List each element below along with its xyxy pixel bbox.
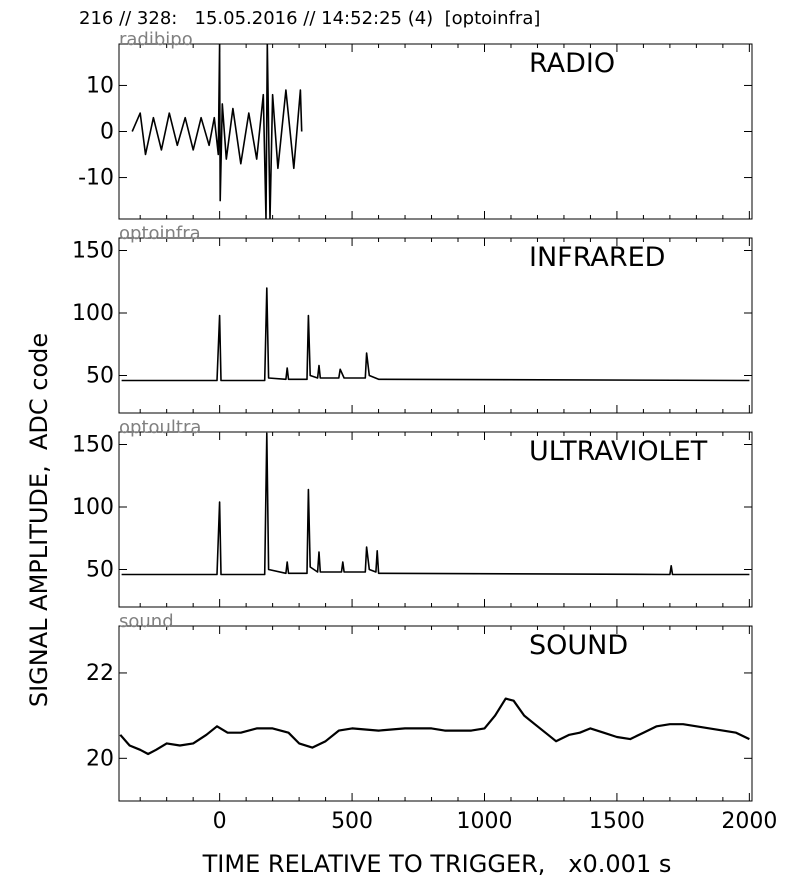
channel-label-optoultra: optoultra — [119, 417, 201, 438]
channel-label-radibipo: radibipo — [119, 29, 193, 50]
plot-frame-optoultra — [118, 431, 753, 608]
channel-label-optoinfra: optoinfra — [119, 223, 201, 244]
y-tick-label: 150 — [72, 239, 114, 264]
panel-title-sound: SOUND — [529, 630, 628, 661]
y-tick-label: 0 — [100, 120, 114, 145]
x-tick-label: 1500 — [589, 809, 645, 834]
y-tick-label: 22 — [86, 661, 114, 686]
y-axis-label: SIGNAL AMPLITUDE, ADC code — [25, 332, 53, 708]
series-line-optoinfra — [121, 287, 750, 382]
panel-title-ultraviolet: ULTRAVIOLET — [529, 436, 708, 467]
plot-frame-optoinfra — [118, 237, 753, 414]
series-line-sound — [119, 697, 750, 756]
series-line-optoultra — [121, 432, 750, 576]
y-tick-label: 20 — [86, 746, 114, 771]
y-tick-label: -10 — [78, 166, 114, 191]
y-tick-label: 100 — [72, 301, 114, 326]
plot-frame-radibipo — [118, 43, 753, 220]
x-tick-label: 500 — [331, 809, 373, 834]
y-tick-label: 150 — [72, 433, 114, 458]
panel-title-radio: RADIO — [529, 48, 615, 79]
figure-header-title: 216 // 328: 15.05.2016 // 14:52:25 (4) [… — [79, 8, 541, 29]
series-line-radibipo — [131, 44, 303, 219]
x-axis-label: TIME RELATIVE TO TRIGGER, x0.001 s — [202, 850, 672, 878]
y-tick-label: 10 — [86, 73, 114, 98]
x-tick-label: 2000 — [721, 809, 777, 834]
y-tick-label: 50 — [86, 364, 114, 389]
x-tick-label: 1000 — [456, 809, 512, 834]
y-tick-label: 100 — [72, 495, 114, 520]
x-tick-label: 0 — [213, 809, 227, 834]
channel-label-sound: sound — [119, 611, 174, 632]
y-tick-label: 50 — [86, 558, 114, 583]
panel-title-infrared: INFRARED — [529, 242, 665, 273]
plot-frame-sound — [118, 625, 753, 802]
